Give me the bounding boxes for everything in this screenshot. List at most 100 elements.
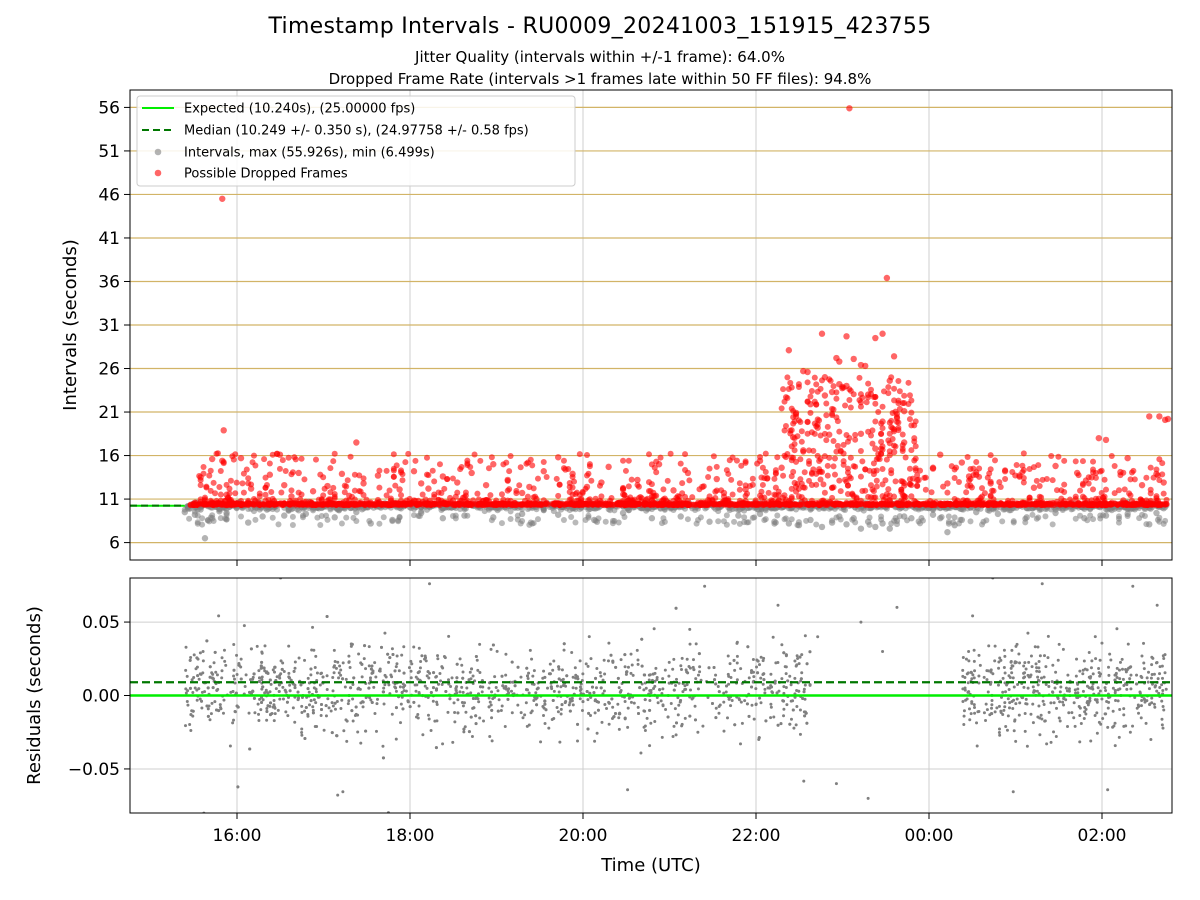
dropped-point: [266, 471, 274, 478]
dropped-point: [878, 438, 885, 445]
dropped-point: [819, 497, 825, 504]
dropped-point: [837, 448, 844, 455]
dropped-point: [759, 481, 766, 488]
dropped-point: [605, 463, 612, 471]
interval-point: [281, 512, 288, 519]
residual-point: [769, 702, 773, 706]
dropped-point: [340, 502, 347, 509]
interval-point: [761, 517, 768, 524]
dropped-point: [830, 383, 837, 390]
residual-point: [560, 668, 564, 672]
interval-point: [208, 515, 216, 522]
residual-point: [663, 668, 667, 672]
residual-point: [754, 687, 758, 691]
dropped-point: [816, 417, 823, 424]
dropped-point: [911, 497, 918, 504]
residual-point: [798, 708, 802, 712]
dropped-point: [423, 454, 430, 461]
residual-point: [478, 642, 482, 646]
dropped-point: [883, 501, 890, 508]
dropped-point: [806, 460, 813, 467]
top-frame: [129, 89, 1173, 561]
dropped-point: [229, 453, 236, 460]
dropped-point: [788, 485, 795, 492]
dropped-point: [1053, 487, 1060, 494]
dropped-point: [811, 430, 818, 437]
ytick-label-top-7: 41: [98, 229, 120, 249]
dropped-point: [679, 480, 686, 487]
residual-point: [724, 690, 728, 694]
dropped-point: [282, 467, 289, 474]
dropped-point: [821, 392, 829, 399]
dropped-point: [850, 463, 857, 470]
dropped-point: [1030, 484, 1038, 491]
interval-point: [735, 512, 742, 519]
dropped-point: [622, 467, 629, 474]
interval-point: [1146, 521, 1153, 528]
dropped-point: [720, 489, 728, 497]
dropped-point: [1143, 474, 1150, 481]
residual-point: [465, 686, 469, 690]
dropped-point: [660, 486, 667, 493]
residual-point: [728, 662, 732, 666]
dropped-point: [788, 473, 795, 480]
residual-point: [203, 690, 207, 694]
dropped-point: [699, 483, 706, 491]
legend-label-3: Possible Dropped Frames: [184, 167, 348, 182]
dropped-point: [844, 438, 851, 445]
dropped-point: [377, 501, 384, 508]
residual-point: [344, 718, 348, 722]
residual-point: [300, 710, 304, 714]
dropped-point: [212, 490, 219, 497]
legend-dropped-swatch: [154, 169, 162, 177]
dropped-point: [1084, 497, 1091, 504]
dropped-point: [1095, 434, 1103, 442]
residual-point: [399, 721, 403, 725]
residual-point: [701, 724, 705, 728]
dropped-point: [870, 467, 877, 474]
residual-point: [346, 702, 350, 706]
dropped-point: [833, 354, 840, 362]
dropped-point: [749, 475, 756, 482]
residual-point: [387, 660, 391, 664]
residual-point: [541, 704, 545, 708]
dropped-point: [526, 483, 533, 491]
dropped-point: [474, 490, 481, 497]
residual-point: [208, 718, 212, 722]
ytick-label-top-10: 56: [98, 98, 120, 118]
dropped-point: [720, 497, 727, 504]
dropped-point: [237, 454, 245, 462]
residual-point: [383, 673, 387, 677]
residual-point: [578, 685, 582, 689]
dropped-point: [1019, 462, 1026, 469]
dropped-point: [1066, 496, 1073, 503]
residual-point: [623, 699, 627, 703]
residual-point: [300, 730, 304, 734]
residual-point: [607, 641, 611, 645]
dropped-point: [1033, 477, 1040, 484]
dropped-point: [823, 437, 830, 444]
residual-point: [189, 656, 193, 660]
residual-point: [649, 721, 653, 725]
residual-point: [793, 676, 797, 680]
dropped-point: [376, 467, 383, 474]
dropped-point: [905, 379, 912, 386]
interval-point: [945, 513, 952, 520]
dropped-point: [647, 502, 654, 509]
interval-point: [857, 525, 865, 532]
residual-point: [664, 708, 668, 712]
dropped-point: [534, 501, 541, 508]
dropped-point: [824, 423, 831, 430]
residual-point: [326, 697, 330, 701]
residual-point: [259, 708, 263, 712]
residual-point: [607, 722, 611, 726]
residual-point: [427, 717, 431, 721]
dropped-point: [1102, 436, 1110, 444]
dropped-point: [1048, 453, 1055, 460]
dropped-point: [1061, 488, 1068, 495]
interval-point: [1102, 512, 1110, 519]
dropped-point: [445, 500, 452, 507]
dropped-point: [866, 467, 873, 474]
residual-point: [694, 677, 698, 681]
dropped-point: [915, 476, 922, 484]
